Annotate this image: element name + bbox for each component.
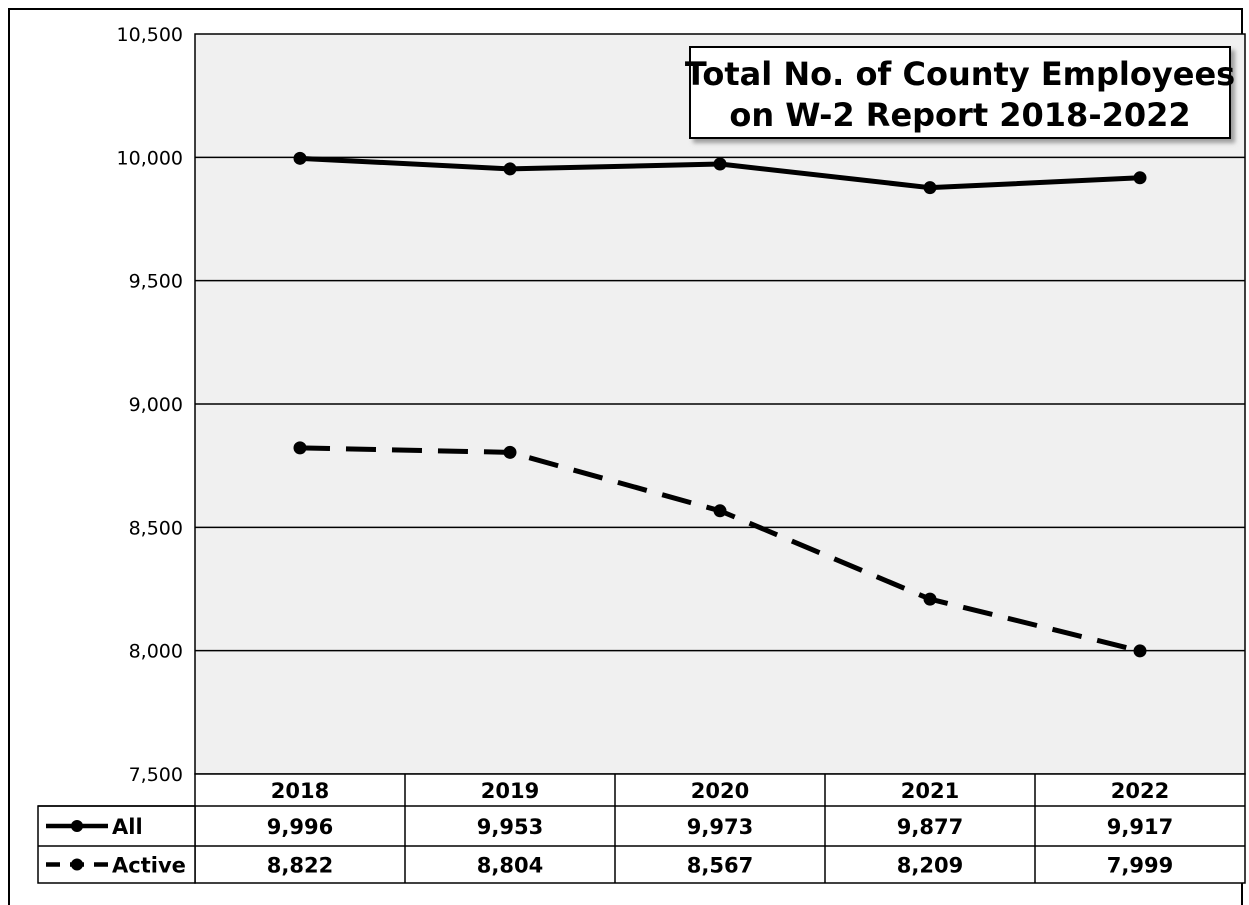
gridlines xyxy=(195,156,1245,652)
legend-label-active: Active xyxy=(112,854,186,878)
chart-title-box: Total No. of County Employees on W-2 Rep… xyxy=(685,46,1235,139)
x-category-label: 2019 xyxy=(481,779,539,803)
legend-label-all: All xyxy=(112,815,143,839)
data-point-all xyxy=(503,162,517,176)
data-label-active: 8,822 xyxy=(267,854,333,878)
y-tick-label: 8,000 xyxy=(129,641,183,663)
data-label-active: 8,567 xyxy=(687,854,753,878)
x-category-label: 2020 xyxy=(691,779,749,803)
data-point-active xyxy=(713,504,727,518)
data-label-active: 8,209 xyxy=(897,854,963,878)
data-label-active: 7,999 xyxy=(1107,854,1173,878)
y-tick-label: 9,500 xyxy=(129,271,183,293)
chart-title-line-1: Total No. of County Employees xyxy=(685,55,1235,93)
table-legend-column xyxy=(37,805,196,884)
data-label-all: 9,917 xyxy=(1107,815,1173,839)
x-category-label: 2018 xyxy=(271,779,329,803)
data-point-all xyxy=(1133,171,1147,185)
data-table: 2018 2019 2020 2021 2022 All 9,996 9,953 9,973 9,… xyxy=(37,773,1246,884)
y-axis-ticks: 7,500 8,000 8,500 9,000 9,500 10,000 10,500 xyxy=(117,24,183,786)
data-point-active xyxy=(1133,644,1147,658)
data-point-all xyxy=(923,181,937,195)
data-point-active xyxy=(293,441,307,455)
x-category-label: 2022 xyxy=(1111,779,1169,803)
y-tick-label: 7,500 xyxy=(129,764,183,786)
chart-title-line-2: on W-2 Report 2018-2022 xyxy=(729,96,1190,134)
legend-marker-all xyxy=(71,820,83,832)
y-tick-label: 8,500 xyxy=(129,517,183,539)
y-tick-label: 10,500 xyxy=(117,24,183,46)
data-point-active xyxy=(923,592,937,606)
legend-marker-active xyxy=(71,858,83,871)
data-label-all: 9,953 xyxy=(477,815,543,839)
data-label-all: 9,973 xyxy=(687,815,753,839)
data-label-all: 9,877 xyxy=(897,815,963,839)
y-tick-label: 10,000 xyxy=(117,147,183,169)
table-grid xyxy=(194,773,1246,884)
x-category-label: 2021 xyxy=(901,779,959,803)
series-lines xyxy=(293,151,1147,658)
data-point-active xyxy=(503,445,517,459)
data-label-all: 9,996 xyxy=(267,815,333,839)
data-point-all xyxy=(713,157,727,171)
data-label-active: 8,804 xyxy=(477,854,543,878)
y-tick-label: 9,000 xyxy=(129,394,183,416)
data-point-all xyxy=(293,151,307,165)
